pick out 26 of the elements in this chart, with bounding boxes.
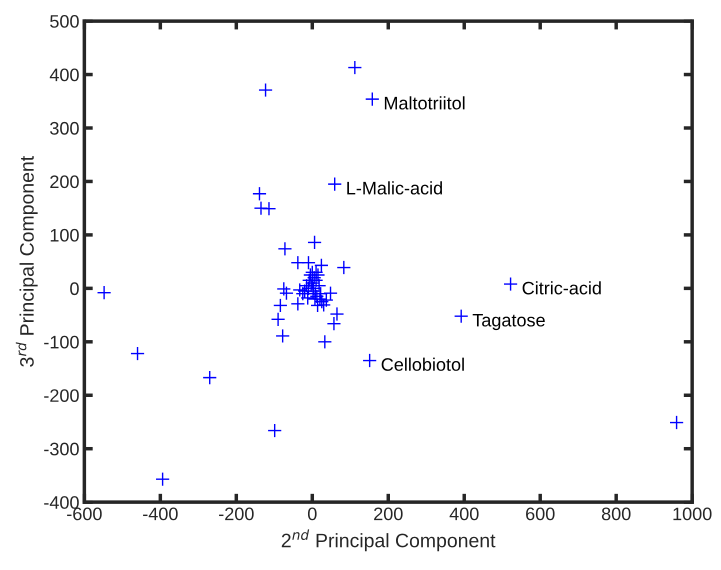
- y-tick-label: 300: [50, 122, 79, 135]
- annotation: Citric-acid: [522, 281, 601, 294]
- y-tick-label: 100: [50, 228, 79, 242]
- annotation: Maltotriitol: [384, 96, 464, 110]
- y-tick-label: 400: [50, 68, 79, 82]
- x-tick-label: 0: [308, 508, 317, 520]
- x-tick-label: 800: [602, 508, 631, 520]
- y-tick-label: -300: [44, 442, 79, 456]
- y-tick-label: 200: [50, 175, 79, 188]
- x-tick-label: 200: [374, 508, 403, 520]
- annotation: Cellobiotol: [382, 358, 464, 371]
- x-tick-label: 400: [450, 508, 479, 520]
- y-tick-label: -200: [44, 389, 79, 402]
- annotation: L-Malic-acid: [347, 181, 442, 195]
- annotation: Tagatose: [472, 314, 545, 330]
- x-axis-title: 2$^{nd}$ Principal Component: [282, 529, 496, 552]
- x-tick-label: -200: [219, 508, 254, 520]
- x-tick-label: 1000: [673, 508, 712, 520]
- y-tick-label: -100: [44, 336, 79, 349]
- x-tick-label: -600: [67, 508, 102, 520]
- x-tick-label: -400: [143, 508, 178, 520]
- y-tick-label: 0: [70, 282, 79, 296]
- x-tick-label: 600: [526, 508, 555, 520]
- y-tick-label: -400: [44, 496, 79, 509]
- y-axis-title: 3$^{rd}$ Principal Component: [16, 156, 38, 367]
- y-tick-label: 500: [50, 15, 79, 28]
